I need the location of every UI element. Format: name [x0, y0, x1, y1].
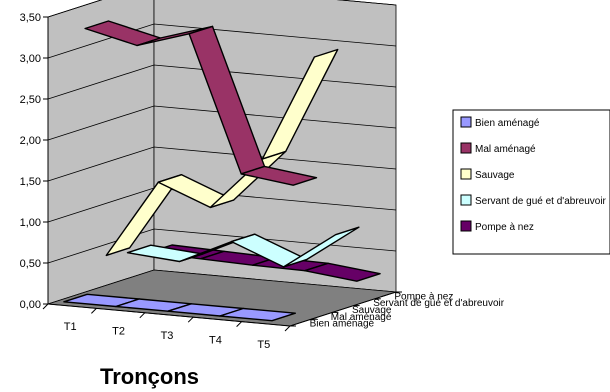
x-tick: [284, 325, 291, 332]
series-ribbon: [63, 293, 296, 322]
x-axis-line: [47, 303, 291, 327]
series-segment: [261, 48, 339, 160]
legend-label: Sauvage: [475, 170, 515, 181]
x-tick: [91, 308, 97, 314]
x-axis-title: Tronçons: [100, 364, 199, 389]
depth-axis-label: Servant de gué et d'abreuvoir: [373, 298, 505, 309]
data-point: [346, 230, 348, 232]
series-ribbon: [126, 226, 360, 268]
data-point: [273, 154, 275, 156]
y-tick-label: 0,00: [20, 299, 41, 311]
data-point: [138, 248, 140, 250]
legend-swatch: [460, 168, 472, 180]
series-segment: [219, 307, 296, 322]
legend-swatch: [460, 116, 472, 128]
data-point: [169, 177, 171, 180]
data-point: [304, 180, 306, 182]
y-tick-label: 3,00: [20, 53, 41, 65]
depth-axis-label: Bien aménagé: [310, 319, 375, 330]
data-point: [242, 237, 244, 239]
data-point: [263, 260, 265, 262]
gridline: [47, 228, 397, 264]
data-point: [231, 311, 233, 313]
chart-series: [63, 20, 381, 322]
chart-legend: Bien aménagé Mal aménagé Sauvage Servant de…: [452, 109, 610, 255]
y-tick-label: 2,50: [20, 94, 41, 106]
legend-swatch: [460, 142, 472, 154]
legend-label: Bien aménagé: [475, 118, 540, 129]
series-segment: [282, 226, 360, 268]
legend-swatch: [460, 220, 472, 232]
data-point: [294, 262, 296, 264]
data-point: [96, 24, 98, 26]
legend-swatch: [460, 194, 472, 206]
data-point: [283, 316, 285, 318]
x-tick-label: T4: [209, 334, 222, 346]
data-point: [315, 266, 317, 268]
depth-axis-label: Mal aménagé: [331, 312, 392, 323]
gridline: [47, 146, 397, 182]
legend-label: Pompe à nez: [475, 222, 534, 233]
y-tick-label: 3,50: [20, 12, 41, 24]
data-point: [211, 254, 213, 256]
gridline: [47, 23, 397, 59]
x-tick: [187, 316, 194, 323]
x-tick-label: T5: [257, 339, 270, 351]
data-point: [325, 52, 327, 54]
depth-axis-label: Pompe à nez: [394, 291, 453, 302]
data-point: [117, 251, 119, 253]
x-axis: T1 T2 T3 T4 T5: [42, 303, 291, 351]
legend-label: Mal aménagé: [475, 144, 536, 155]
data-point: [74, 297, 77, 299]
x-tick: [42, 303, 49, 310]
legend-box: [452, 109, 610, 255]
series-segment: [304, 262, 381, 282]
data-point: [200, 29, 202, 31]
y-tick-label: 2,00: [20, 135, 41, 147]
data-point: [127, 302, 129, 304]
y-axis: 0,00 0,50 1,00 1,50 2,00 2,50 3,00 3,50: [20, 12, 49, 311]
data-point: [367, 276, 370, 279]
series-segment: [240, 165, 318, 186]
data-point: [179, 306, 181, 309]
x-tick: [139, 312, 146, 319]
data-point: [252, 169, 254, 171]
y-tick-label: 1,50: [20, 176, 41, 188]
x-tick-label: T2: [112, 326, 125, 338]
data-point: [221, 203, 223, 205]
gridline: [47, 105, 397, 141]
y-tick-label: 0,50: [20, 258, 41, 270]
x-tick-label: T3: [161, 330, 174, 342]
x-tick: [236, 321, 242, 327]
legend-label: Servant de gué et d'abreuvoir: [475, 196, 607, 207]
series-ribbon: [105, 48, 339, 257]
series-ribbon: [84, 20, 318, 186]
y-tick-label: 1,00: [20, 217, 41, 229]
depth-axis-label: Sauvage: [352, 305, 392, 316]
depth-axis-line: [289, 291, 397, 327]
gridline: [47, 0, 397, 18]
x-tick-label: T1: [64, 321, 77, 333]
data-point: [148, 41, 150, 43]
data-point: [190, 257, 192, 259]
